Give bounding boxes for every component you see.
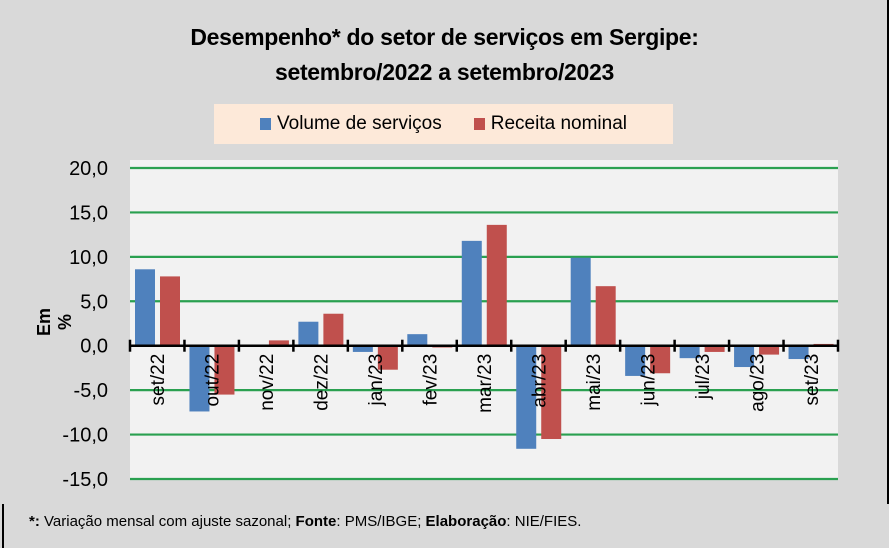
x-tick-label: jun/23 <box>638 354 659 407</box>
chart-title-line-2: setembro/2022 a setembro/2023 <box>274 59 615 85</box>
y-tick-labels: 20,0 15,0 10,0 5,0 0,0 -5,0 -10,0 -15,0 <box>62 158 108 491</box>
footer-elab-text: : NIE/FIES. <box>506 513 582 530</box>
legend-item-receita: Receita nominal <box>473 113 627 135</box>
x-tick-label: set/23 <box>802 354 823 406</box>
bar-volume-set-23 <box>788 345 809 360</box>
y-tick-label: 10,0 <box>69 247 108 269</box>
x-tick-label: mai/23 <box>584 354 605 411</box>
legend-label-receita: Receita nominal <box>490 113 627 134</box>
y-tick-label: -15,0 <box>62 469 108 491</box>
x-tick-label: out/22 <box>203 354 224 407</box>
x-tick-label: dez/22 <box>312 354 333 411</box>
x-tick-labels: set/22 out/22 nov/22 dez/22 jan/23 fev/23 mar/… <box>148 354 823 413</box>
bar-volume-out-22 <box>189 345 210 412</box>
frame-border-left <box>2 504 4 548</box>
legend: Volume de serviços Receita nominal <box>214 104 673 144</box>
legend-label-volume: Volume de serviços <box>277 113 442 134</box>
footer-star-label: *: <box>29 513 40 530</box>
gridlines <box>130 166 838 481</box>
bar-volume-mai-23 <box>570 257 591 346</box>
bar-volume-dez-22 <box>298 321 319 346</box>
chart-title-line-1: Desempenho* do setor de serviços em Serg… <box>190 24 699 50</box>
bar-receita-jul-23 <box>704 345 725 352</box>
footer-source-text: : PMS/IBGE; <box>336 513 426 530</box>
bar-volume-set-22 <box>135 269 155 346</box>
bar-receita-nov-22 <box>268 340 289 346</box>
footer-source-label: Fonte <box>295 513 337 530</box>
legend-swatch-receita <box>473 118 485 130</box>
y-tick-label: -5,0 <box>74 380 108 402</box>
bar-volume-ago-23 <box>734 345 755 368</box>
chart-title: Desempenho* do setor de serviços em Serg… <box>0 20 889 90</box>
legend-swatch-volume <box>260 118 271 130</box>
footer-star-text: Variação mensal com ajuste sazonal; <box>39 513 296 530</box>
frame-border-right <box>887 0 889 504</box>
bar-volume-jan-23 <box>352 345 373 352</box>
y-tick-label: 20,0 <box>69 158 108 180</box>
bar-receita-mai-23 <box>595 286 616 346</box>
y-tick-label: -10,0 <box>62 425 108 447</box>
footer-elab-label: Elaboração <box>425 513 507 530</box>
legend-item-volume: Volume de serviços <box>260 113 442 135</box>
bar-receita-abr-23 <box>541 345 562 440</box>
x-axis <box>128 339 840 352</box>
bar-volume-jun-23 <box>625 345 646 376</box>
y-tick-label: 5,0 <box>80 291 108 313</box>
x-tick-label: abr/23 <box>529 354 550 408</box>
bar-receita-mar-23 <box>486 224 507 346</box>
bar-receita-dez-22 <box>323 313 344 346</box>
plot-area <box>130 160 838 479</box>
bar-volume-abr-23 <box>516 345 537 449</box>
x-tick-label: ago/23 <box>747 354 768 412</box>
bar-receita-ago-23 <box>759 345 780 355</box>
bar-receita-set-22 <box>160 276 180 346</box>
bar-volume-fev-23 <box>407 334 428 346</box>
x-tick-label: mar/23 <box>475 354 496 413</box>
bars <box>135 224 834 449</box>
x-tick-label: nov/22 <box>257 354 278 411</box>
bar-receita-jan-23 <box>377 345 398 370</box>
footer-note: *: Variação mensal com ajuste sazonal; F… <box>29 513 581 530</box>
y-tick-label: 0,0 <box>80 336 108 358</box>
x-tick-label: jul/23 <box>693 354 714 400</box>
x-tick-label: fev/23 <box>421 354 442 406</box>
bar-receita-out-22 <box>214 345 235 395</box>
x-tick-label: set/22 <box>148 354 169 406</box>
x-tick-label: jan/23 <box>366 354 387 407</box>
bar-receita-jun-23 <box>650 345 671 374</box>
y-tick-label: 15,0 <box>69 202 108 224</box>
bar-volume-mar-23 <box>461 240 482 346</box>
bar-volume-jul-23 <box>679 345 700 359</box>
